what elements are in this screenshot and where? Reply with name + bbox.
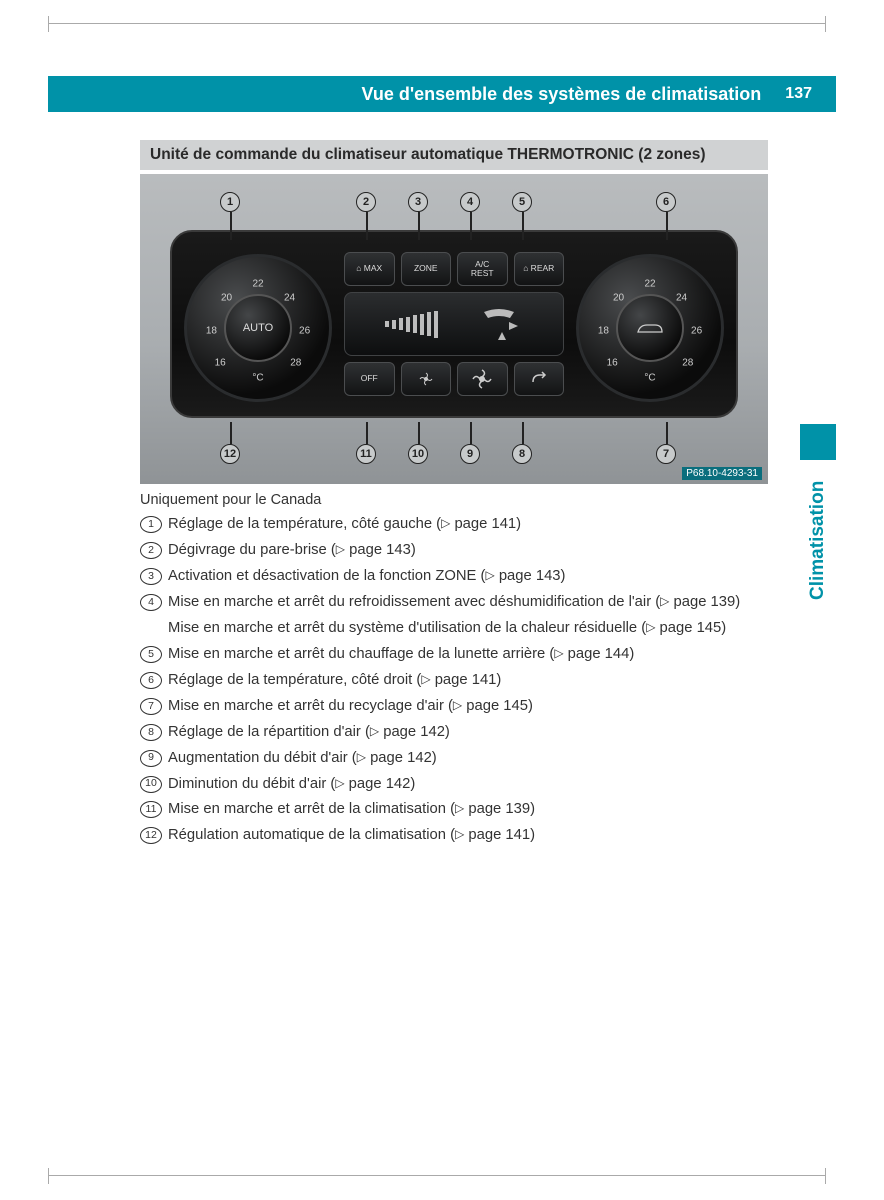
callout-4: 4 — [460, 192, 480, 212]
fan-small-icon — [419, 372, 433, 386]
temp-dial-right: 16 18 20 22 24 26 28 °C — [576, 254, 724, 402]
legend-item: 12 Régulation automatique de la climatisa… — [140, 825, 780, 846]
callout-9: 9 — [460, 444, 480, 464]
legend-item: 3 Activation et désactivation de la fonct… — [140, 566, 780, 587]
callout-11: 11 — [356, 444, 376, 464]
legend-item: 1 Réglage de la température, côté gauche … — [140, 514, 780, 535]
leader-line — [366, 212, 368, 240]
leader-line — [522, 422, 524, 444]
legend-text: Régulation automatique de la climatisati… — [168, 825, 780, 846]
leader-line — [522, 212, 524, 240]
button-row-bottom: OFF — [344, 362, 564, 396]
button-row-top: ⌂ MAX ZONE A/C REST ⌂ REAR — [344, 252, 564, 286]
leader-line — [470, 422, 472, 444]
legend-item: 4 Mise en marche et arrêt du refroidissem… — [140, 592, 780, 613]
legend-text: Activation et désactivation de la foncti… — [168, 566, 780, 587]
legend-item: 8 Réglage de la répartition d'air (▷ page… — [140, 722, 780, 743]
dial-knob-left: AUTO — [224, 294, 292, 362]
legend-list: 1 Réglage de la température, côté gauche … — [140, 514, 780, 851]
crop-mark-bottom — [48, 1175, 826, 1177]
legend-text: Mise en marche et arrêt du chauffage de … — [168, 644, 780, 665]
callout-7: 7 — [656, 444, 676, 464]
control-panel: 16 18 20 22 24 26 28 °C AUTO 16 18 20 22… — [170, 230, 738, 418]
legend-text: Mise en marche et arrêt de la climatisat… — [168, 799, 780, 820]
legend-text: Augmentation du débit d'air (▷ page 142) — [168, 748, 780, 769]
fan-down-button — [401, 362, 452, 396]
leader-line — [666, 422, 668, 444]
figure-caption: Uniquement pour le Canada — [140, 492, 321, 508]
legend-text: Réglage de la température, côté droit (▷… — [168, 670, 780, 691]
callout-12: 12 — [220, 444, 240, 464]
callout-2: 2 — [356, 192, 376, 212]
legend-text: Diminution du débit d'air (▷ page 142) — [168, 774, 780, 795]
page-number: 137 — [777, 85, 820, 103]
legend-number: 12 — [140, 827, 162, 844]
legend-text: Réglage de la répartition d'air (▷ page … — [168, 722, 780, 743]
legend-number: 5 — [140, 646, 162, 663]
legend-number: 10 — [140, 776, 162, 793]
header-band: Vue d'ensemble des systèmes de climatisa… — [48, 76, 836, 112]
rear-defrost-button: ⌂ REAR — [514, 252, 565, 286]
callout-10: 10 — [408, 444, 428, 464]
legend-number: 3 — [140, 568, 162, 585]
legend-item-extra: Mise en marche et arrêt du système d'uti… — [140, 618, 780, 639]
zone-button: ZONE — [401, 252, 452, 286]
leader-line — [666, 212, 668, 240]
fan-level-display — [344, 292, 564, 356]
climate-control-figure: 16 18 20 22 24 26 28 °C AUTO 16 18 20 22… — [140, 174, 768, 484]
car-icon — [635, 320, 665, 336]
leader-line — [470, 212, 472, 240]
legend-text: Mise en marche et arrêt du refroidisseme… — [168, 592, 780, 613]
leader-line — [418, 422, 420, 444]
callout-1: 1 — [220, 192, 240, 212]
header-title: Vue d'ensemble des systèmes de climatisa… — [362, 84, 762, 105]
legend-item: 6 Réglage de la température, côté droit (… — [140, 670, 780, 691]
legend-item: 10 Diminution du débit d'air (▷ page 142) — [140, 774, 780, 795]
leader-line — [230, 212, 232, 240]
legend-item: 9 Augmentation du débit d'air (▷ page 142… — [140, 748, 780, 769]
legend-number: 8 — [140, 724, 162, 741]
callout-8: 8 — [512, 444, 532, 464]
callout-5: 5 — [512, 192, 532, 212]
legend-item: 11 Mise en marche et arrêt de la climatis… — [140, 799, 780, 820]
legend-number: 4 — [140, 594, 162, 611]
leader-line — [418, 212, 420, 240]
legend-item: 5 Mise en marche et arrêt du chauffage de… — [140, 644, 780, 665]
leader-line — [366, 422, 368, 444]
fan-large-icon — [472, 369, 492, 389]
legend-number: 11 — [140, 801, 162, 818]
air-dist-button — [514, 362, 565, 396]
crop-mark-top — [48, 23, 826, 25]
legend-number: 2 — [140, 542, 162, 559]
legend-text: Mise en marche et arrêt du système d'uti… — [168, 618, 780, 639]
legend-item: 2 Dégivrage du pare-brise (▷ page 143) — [140, 540, 780, 561]
temp-dial-left: 16 18 20 22 24 26 28 °C AUTO — [184, 254, 332, 402]
off-button: OFF — [344, 362, 395, 396]
legend-text: Mise en marche et arrêt du recyclage d'a… — [168, 696, 780, 717]
legend-text: Dégivrage du pare-brise (▷ page 143) — [168, 540, 780, 561]
dial-knob-right — [616, 294, 684, 362]
legend-item: 7 Mise en marche et arrêt du recyclage d'… — [140, 696, 780, 717]
callout-3: 3 — [408, 192, 428, 212]
legend-text: Réglage de la température, côté gauche (… — [168, 514, 780, 535]
ac-rest-button: A/C REST — [457, 252, 508, 286]
fan-up-button — [457, 362, 508, 396]
figure-reference: P68.10-4293-31 — [682, 467, 762, 480]
recirculate-icon — [530, 370, 548, 388]
legend-number: 1 — [140, 516, 162, 533]
leader-line — [230, 422, 232, 444]
legend-number: 7 — [140, 698, 162, 715]
side-chapter-label: Climatisation — [800, 460, 836, 600]
legend-number: 6 — [140, 672, 162, 689]
legend-number: 9 — [140, 750, 162, 767]
section-title: Unité de commande du climatiseur automat… — [140, 140, 768, 170]
callout-6: 6 — [656, 192, 676, 212]
side-tab-marker — [800, 424, 836, 460]
airflow-icon — [474, 304, 524, 344]
defrost-max-button: ⌂ MAX — [344, 252, 395, 286]
